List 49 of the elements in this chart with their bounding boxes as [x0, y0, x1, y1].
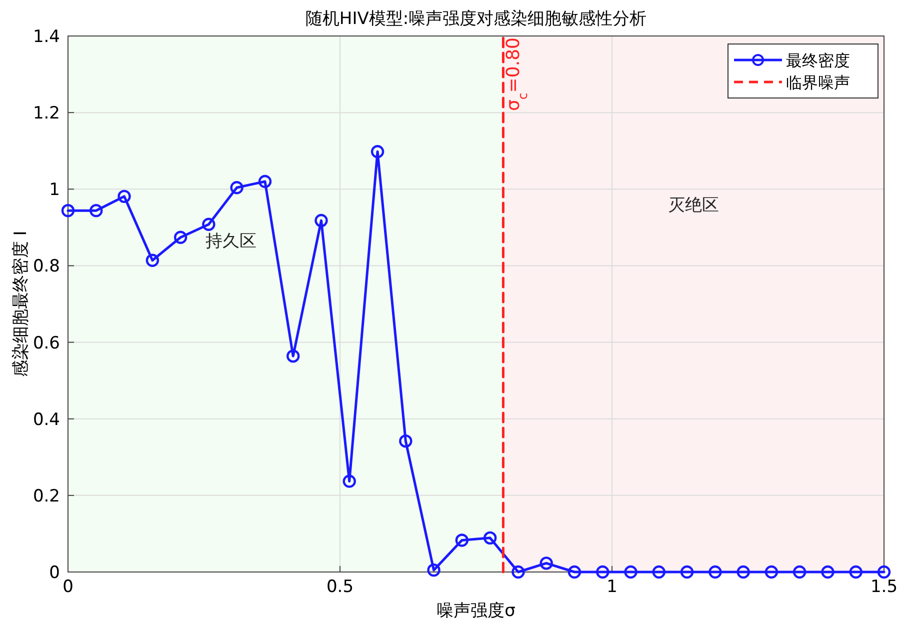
- x-tick-label: 0: [62, 577, 74, 597]
- band-label: 灭绝区: [668, 195, 720, 216]
- x-tick-label: 1: [606, 577, 618, 597]
- point: [314, 214, 328, 228]
- point: [849, 565, 862, 579]
- point: [370, 145, 384, 158]
- band-label: 持久区: [206, 232, 257, 252]
- y-tick-label: 0.2: [32, 486, 60, 506]
- point: [877, 565, 891, 579]
- point: [680, 565, 694, 579]
- point: [821, 565, 834, 579]
- point: [230, 181, 244, 194]
- point: [483, 531, 497, 545]
- point: [652, 565, 666, 579]
- x-axis-title: 噪声强度σ: [436, 601, 516, 621]
- point: [596, 565, 610, 579]
- point: [90, 204, 103, 218]
- point: [708, 565, 722, 579]
- y-tick-label: 0.6: [32, 333, 60, 354]
- point: [624, 565, 638, 579]
- y-tick-label: 1.4: [32, 27, 60, 47]
- point: [146, 254, 160, 267]
- point: [568, 565, 582, 579]
- point: [342, 474, 356, 488]
- point: [764, 565, 778, 579]
- point: [286, 349, 300, 363]
- x-tick-label: 1.5: [870, 577, 898, 597]
- point: [427, 563, 440, 577]
- y-tick-label: 0.4: [32, 410, 60, 430]
- chart-title: 随机HIV模型:噪声强度对感染细胞敏感性分析: [305, 9, 647, 29]
- point: [258, 174, 272, 188]
- legend-label: 最终密度: [786, 51, 850, 70]
- point: [792, 565, 806, 579]
- y-tick-label: 1: [49, 180, 60, 200]
- point: [202, 218, 216, 231]
- point: [118, 190, 131, 204]
- y-axis-title: 感染细胞最终密度 I: [11, 230, 31, 378]
- point: [61, 204, 75, 218]
- y-tick-label: 0: [49, 563, 60, 583]
- x-tick-label: 0.5: [326, 577, 354, 597]
- point: [736, 565, 750, 579]
- legend-label: 临界噪声: [786, 73, 850, 92]
- y-tick-label: 0.8: [32, 256, 60, 277]
- point: [399, 434, 412, 448]
- point: [455, 534, 469, 547]
- y-tick-label: 1.2: [32, 104, 60, 124]
- point: [540, 556, 553, 570]
- point: [512, 565, 525, 579]
- point: [174, 230, 188, 244]
